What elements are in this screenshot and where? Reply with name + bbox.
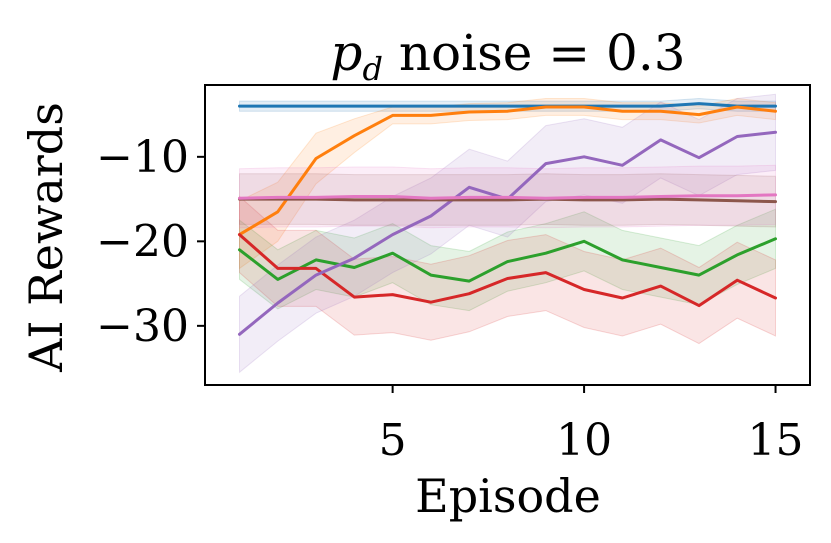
error-bands [239, 93, 776, 374]
series-3-band [239, 208, 776, 312]
y-axis-ticks: −10 −20 −30 [96, 132, 205, 352]
x-tick-label: 15 [748, 415, 804, 466]
y-tick-label: −30 [96, 301, 189, 352]
chart-title: pd noise = 0.3 [330, 24, 685, 88]
x-tick-label: 10 [556, 415, 612, 466]
x-tick-label: 5 [379, 415, 407, 466]
series-4-band [239, 195, 776, 345]
x-axis-ticks: 5 10 15 [379, 385, 804, 466]
y-axis-label: AI Rewards [19, 102, 73, 373]
series-4-line [238, 233, 777, 308]
title-variable: p [330, 24, 362, 82]
series-6-line [238, 197, 777, 204]
plot-frame [204, 84, 811, 386]
series-1-line [238, 102, 777, 108]
series-lines [238, 102, 777, 336]
y-tick-label: −10 [96, 132, 189, 183]
x-axis-label: Episode [415, 469, 601, 523]
series-2-line [238, 105, 777, 237]
series-5-band [239, 93, 776, 374]
title-subscript: d [362, 50, 382, 88]
y-tick-label: −20 [96, 216, 189, 267]
title-rest: noise = 0.3 [383, 24, 686, 82]
series-7-line [238, 193, 777, 200]
series-3-line [238, 237, 777, 283]
